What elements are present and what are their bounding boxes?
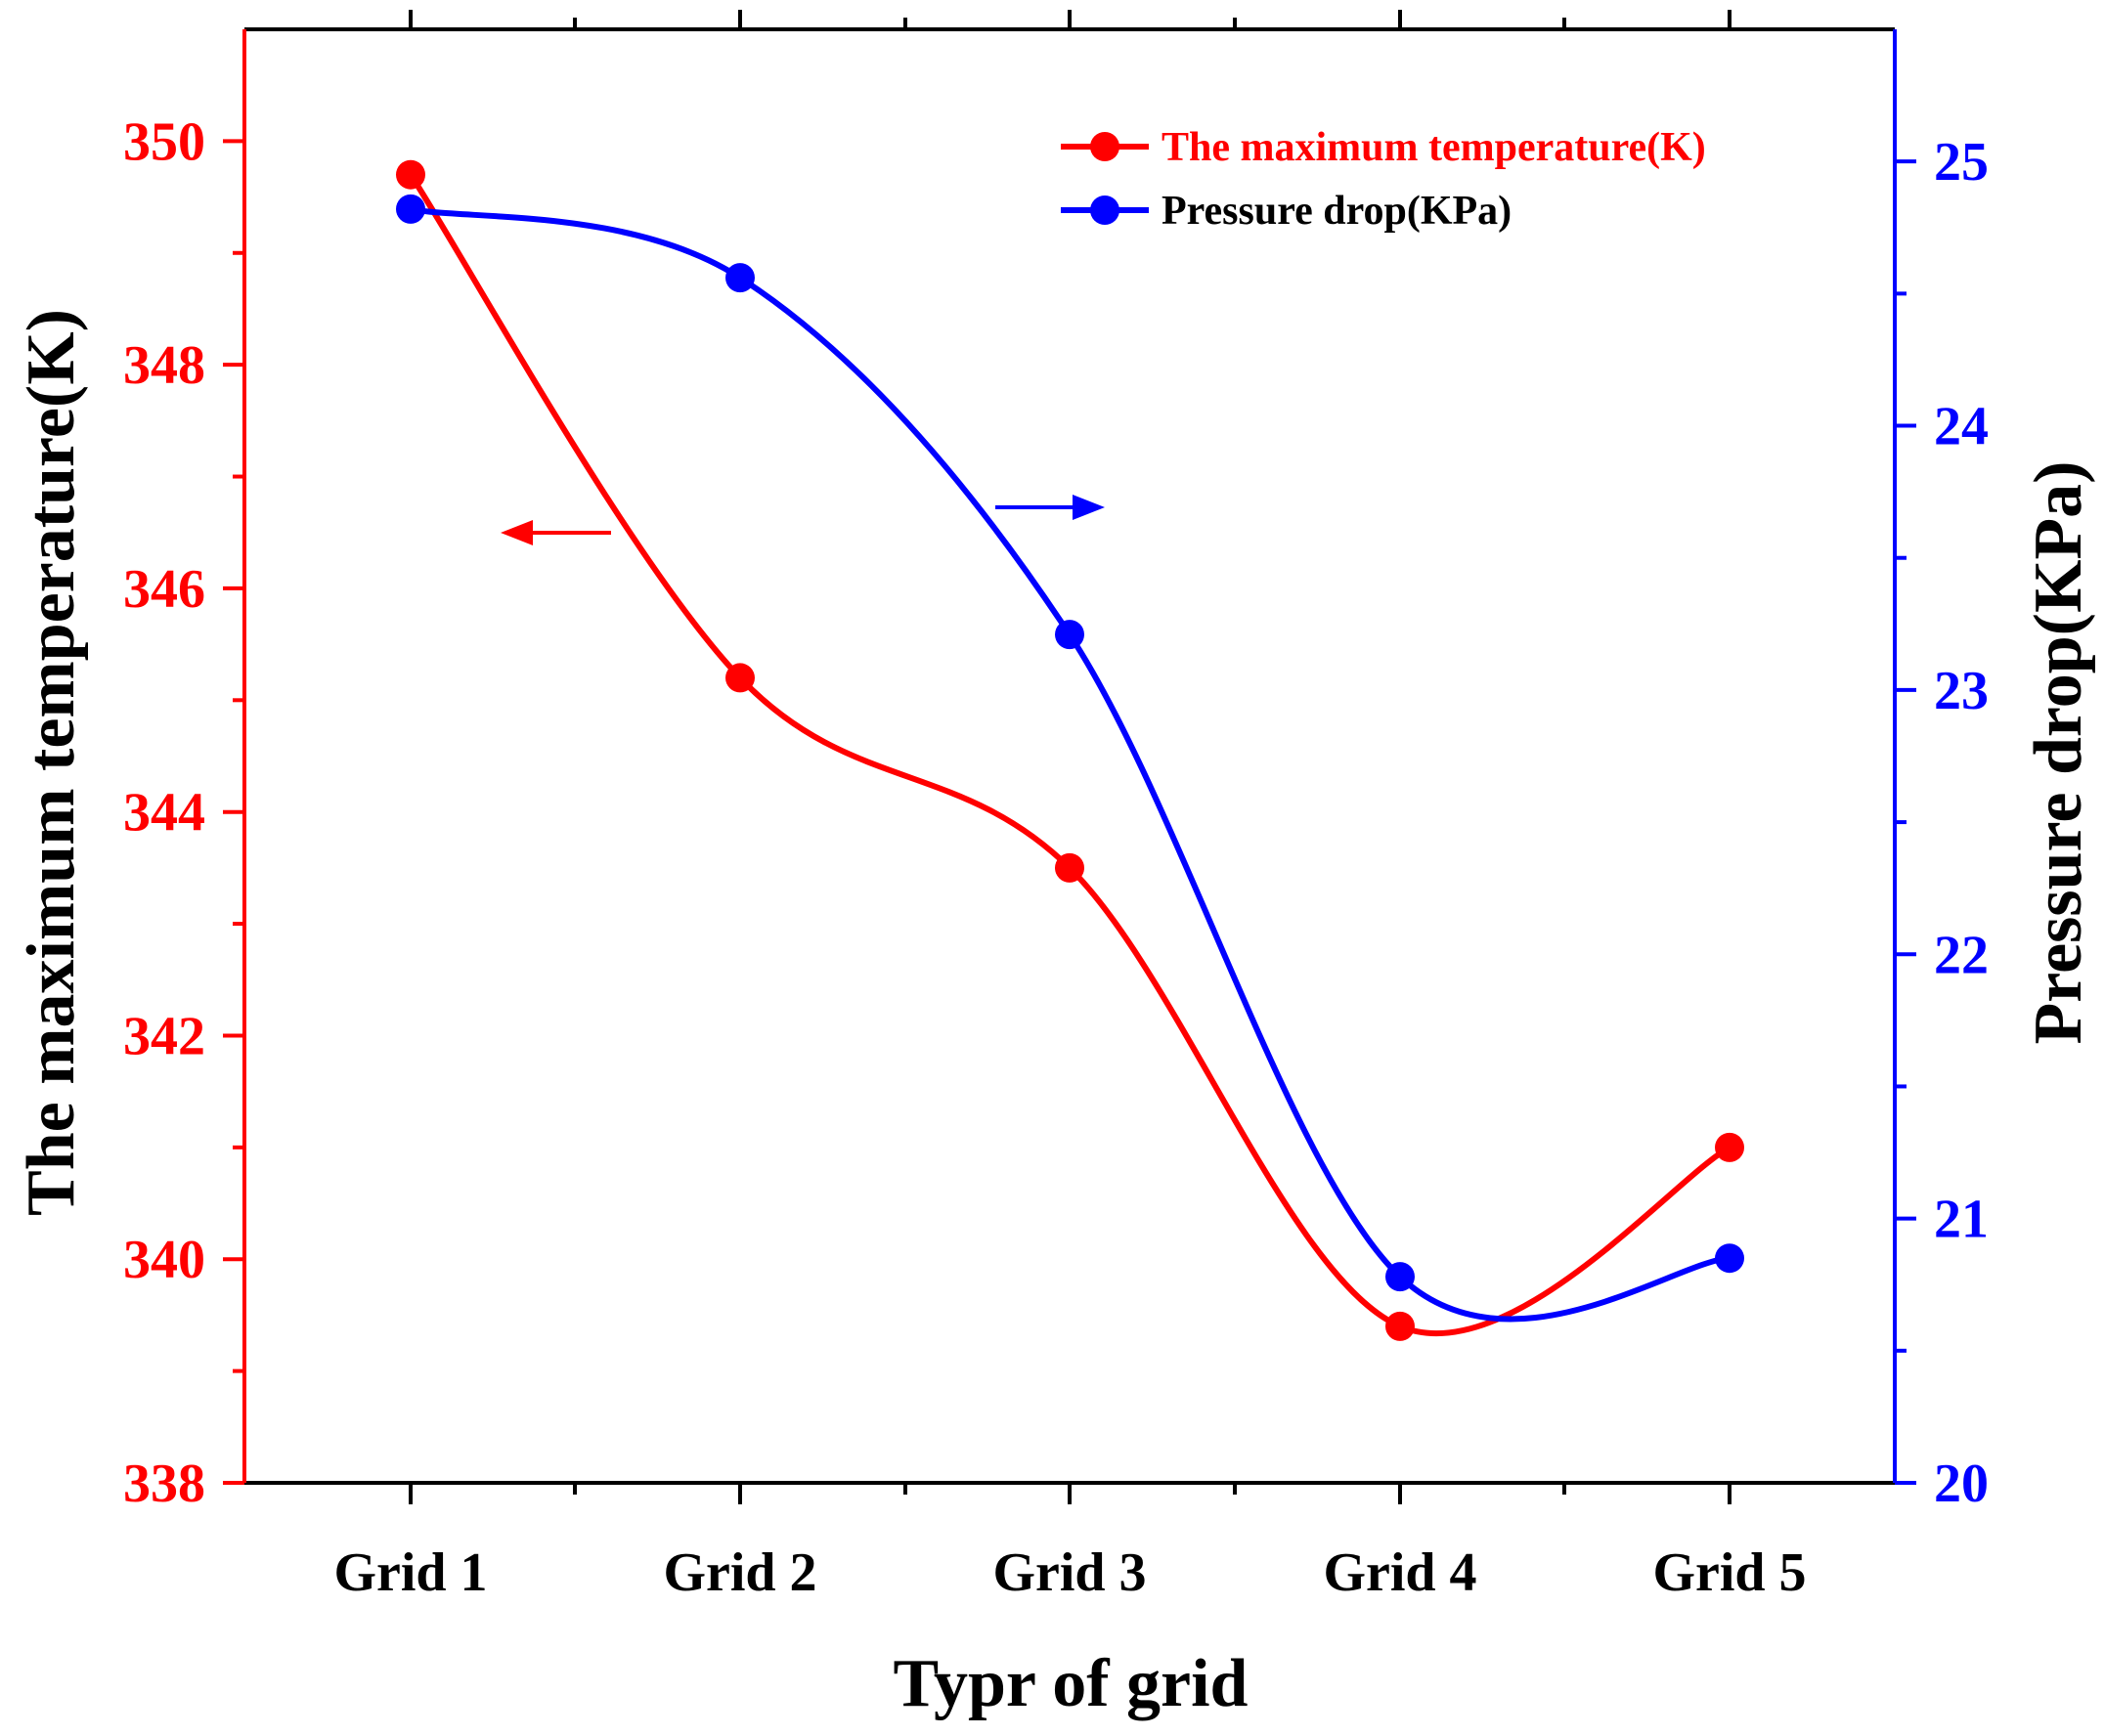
pressure-drop-point bbox=[725, 263, 755, 293]
legend-swatch-marker bbox=[1090, 132, 1119, 161]
left-y-tick-label: 338 bbox=[123, 1454, 205, 1514]
pressure-drop-point bbox=[1715, 1243, 1744, 1274]
x-tick-label: Grid 2 bbox=[663, 1542, 816, 1603]
series-line-max-temperature bbox=[408, 173, 1731, 1337]
left-y-tick-label: 350 bbox=[123, 111, 205, 172]
legend-label: The maximum temperature(K) bbox=[1162, 125, 1706, 170]
x-tick-label: Grid 1 bbox=[333, 1542, 487, 1603]
right-axis-arrow bbox=[995, 495, 1105, 520]
left-arrow-head bbox=[501, 520, 533, 545]
left-axis-arrow bbox=[501, 520, 611, 545]
max-temperature-point bbox=[725, 663, 755, 693]
right-y-tick-label: 24 bbox=[1934, 397, 1989, 457]
left-y-tick-label: 344 bbox=[123, 783, 205, 844]
right-arrow-head bbox=[1073, 495, 1105, 520]
left-y-tick-label: 340 bbox=[123, 1230, 205, 1290]
legend-entry: The maximum temperature(K) bbox=[1061, 125, 1706, 170]
legend-entry: Pressure drop(KPa) bbox=[1061, 189, 1512, 234]
right-y-tick-label: 25 bbox=[1934, 132, 1989, 193]
right-y-tick-label: 22 bbox=[1934, 925, 1989, 985]
pressure-drop-point bbox=[396, 194, 425, 224]
right-y-tick-label: 23 bbox=[1934, 661, 1989, 721]
left-y-tick-label: 348 bbox=[123, 335, 205, 396]
right-y-axis-title: Pressure drop(KPa) bbox=[2021, 461, 2096, 1045]
x-tick-label: Grid 5 bbox=[1652, 1542, 1806, 1603]
max-temperature-point bbox=[1715, 1132, 1744, 1162]
legend-swatch-marker bbox=[1090, 195, 1119, 225]
left-y-tick-label: 342 bbox=[123, 1006, 205, 1066]
left-y-axis-title: The maximum temperature(K) bbox=[14, 309, 89, 1216]
right-y-tick-label: 21 bbox=[1934, 1190, 1989, 1250]
max-temperature-point bbox=[1055, 852, 1084, 883]
right-y-tick-label: 20 bbox=[1934, 1454, 1989, 1514]
series-line-pressure-drop bbox=[410, 205, 1731, 1323]
pressure-drop-point bbox=[1055, 620, 1084, 650]
x-tick-label: Grid 4 bbox=[1323, 1542, 1476, 1603]
x-tick-label: Grid 3 bbox=[992, 1542, 1146, 1603]
x-axis-title: Typr of grid bbox=[894, 1646, 1249, 1721]
pressure-drop-point bbox=[1385, 1262, 1415, 1292]
legend-label: Pressure drop(KPa) bbox=[1162, 189, 1512, 234]
left-y-tick-label: 346 bbox=[123, 559, 205, 620]
max-temperature-point bbox=[396, 159, 425, 190]
max-temperature-point bbox=[1385, 1311, 1415, 1341]
